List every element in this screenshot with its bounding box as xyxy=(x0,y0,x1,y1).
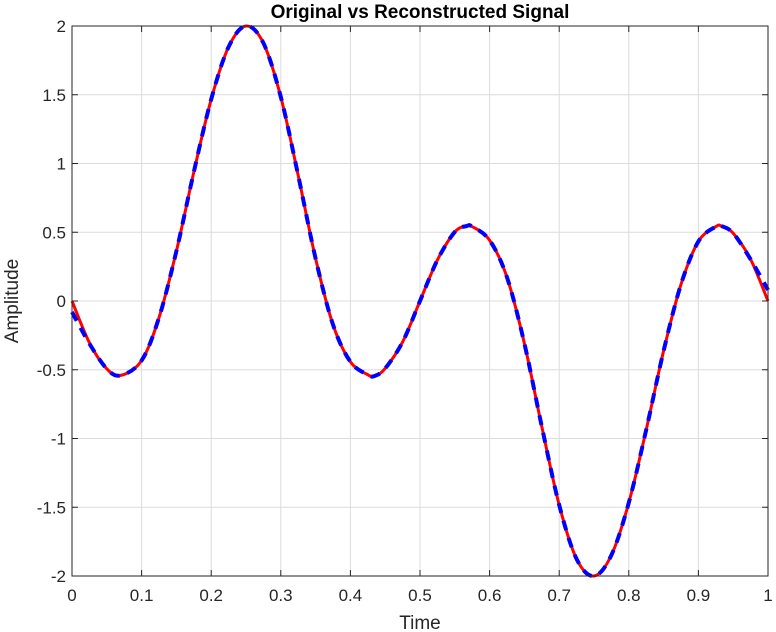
x-tick-label: 0.5 xyxy=(408,586,432,605)
y-tick-label: 2 xyxy=(57,17,66,36)
y-tick-label: 1 xyxy=(57,155,66,174)
x-axis-label: Time xyxy=(399,613,441,632)
x-tick-label: 0.7 xyxy=(547,586,571,605)
y-tick-label: -0.5 xyxy=(37,361,66,380)
tick-labels: 0 0.1 0.2 0.3 0.4 0.5 0.6 0.7 0.8 0.9 1 2 1.5 1 0.5 0 -0… xyxy=(37,17,773,605)
x-tick-label: 0.2 xyxy=(199,586,223,605)
x-tick-label: 0.8 xyxy=(617,586,641,605)
x-tick-label: 0.6 xyxy=(478,586,502,605)
x-tick-label: 0.1 xyxy=(130,586,154,605)
series-line-2 xyxy=(70,23,770,579)
y-tick-label: -2 xyxy=(51,567,66,586)
x-tick-label: 0.3 xyxy=(269,586,293,605)
x-tick-label: 0 xyxy=(67,586,76,605)
y-tick-label: -1.5 xyxy=(37,498,66,517)
x-tick-label: 1 xyxy=(763,586,772,605)
y-tick-label: 0 xyxy=(57,292,66,311)
y-axis-label: Amplitude xyxy=(2,259,23,344)
x-tick-label: 0.4 xyxy=(339,586,363,605)
y-tick-label: 0.5 xyxy=(42,223,66,242)
y-tick-label: -1 xyxy=(51,430,66,449)
ticks xyxy=(71,25,769,577)
chart-title: Original vs Reconstructed Signal xyxy=(271,2,570,23)
x-tick-label: 0.9 xyxy=(687,586,711,605)
y-tick-label: 1.5 xyxy=(42,86,66,105)
series-group xyxy=(70,23,770,579)
